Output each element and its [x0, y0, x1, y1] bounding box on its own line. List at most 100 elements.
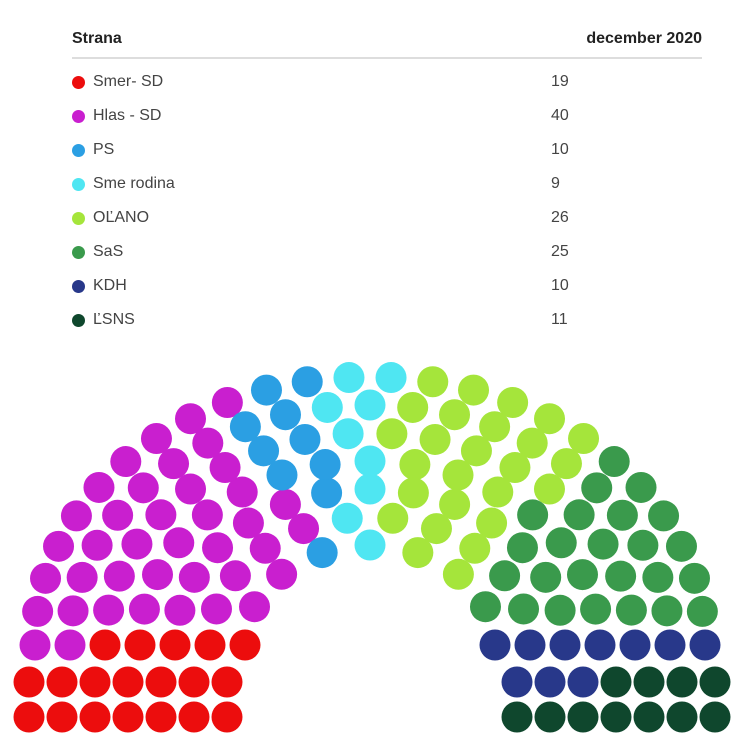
seat-ps — [250, 374, 282, 406]
seat-sme-rodina — [331, 502, 363, 534]
table-row: Sme rodina 9 — [72, 167, 702, 201]
seat-hlas-sd — [202, 532, 234, 564]
seat-count: 25 — [551, 243, 569, 260]
seat-o-ano — [550, 448, 582, 480]
seat--sns — [501, 701, 533, 733]
seat-hlas-sd — [102, 499, 134, 531]
seat-smer-sd — [229, 629, 261, 661]
seat-hlas-sd — [103, 560, 135, 592]
seat-sas — [566, 559, 598, 591]
seat-smer-sd — [89, 629, 121, 661]
seat-sas — [651, 595, 683, 627]
seat-sas — [627, 529, 659, 561]
seat-hlas-sd — [191, 499, 223, 531]
seat-sas — [581, 472, 613, 504]
seat-hlas-sd — [19, 629, 51, 661]
seat-ps — [311, 477, 343, 509]
seat-o-ano — [476, 507, 508, 539]
seat-sas — [642, 561, 674, 593]
seat-count: 11 — [551, 311, 568, 328]
seat-o-ano — [533, 473, 565, 505]
seat--sns — [633, 666, 665, 698]
seat-sme-rodina — [354, 529, 386, 561]
party-color-dot — [72, 279, 85, 293]
seat-sas — [678, 562, 710, 594]
seat-hlas-sd — [43, 530, 75, 562]
seat-smer-sd — [194, 629, 226, 661]
seat-hlas-sd — [266, 558, 298, 590]
seat--sns — [633, 701, 665, 733]
table-row: PS 10 — [72, 133, 702, 167]
seat-hlas-sd — [269, 488, 301, 520]
seat-hlas-sd — [200, 593, 232, 625]
seat-o-ano — [460, 435, 492, 467]
seat-sas — [587, 528, 619, 560]
seat-sas — [508, 593, 540, 625]
seat-sas — [686, 595, 718, 627]
seat-count: 10 — [551, 141, 569, 158]
seat-sas — [625, 471, 657, 503]
party-name: SaS — [93, 243, 124, 260]
seat-smer-sd — [79, 666, 111, 698]
seat-hlas-sd — [226, 476, 258, 508]
seat-smer-sd — [13, 701, 45, 733]
seat-hlas-sd — [110, 446, 142, 478]
seat-hlas-sd — [54, 629, 86, 661]
seat-hlas-sd — [175, 473, 207, 505]
seat-sas — [580, 593, 612, 625]
seat-hlas-sd — [209, 452, 241, 484]
seat-ps — [229, 411, 261, 443]
seat--sns — [600, 701, 632, 733]
seat-sas — [606, 499, 638, 531]
seat--sns — [666, 666, 698, 698]
party-name: OĽANO — [93, 209, 150, 226]
seat-o-ano — [439, 488, 471, 520]
seat-smer-sd — [46, 666, 78, 698]
seat-smer-sd — [211, 701, 243, 733]
seat-hlas-sd — [211, 387, 243, 419]
party-color-dot — [72, 143, 85, 157]
table-header: Strana december 2020 — [72, 30, 702, 59]
seat-sas — [469, 591, 501, 623]
seat-o-ano — [479, 411, 511, 443]
seat--sns — [699, 701, 731, 733]
legend-table: Strana december 2020 Smer- SD 19 Hlas - … — [72, 30, 702, 337]
seat-hlas-sd — [22, 595, 54, 627]
party-name: PS — [93, 141, 115, 158]
seat-smer-sd — [79, 701, 111, 733]
seat-count: 40 — [551, 107, 569, 124]
party-name: KDH — [93, 277, 127, 294]
table-row: KDH 10 — [72, 269, 702, 303]
seat-o-ano — [397, 391, 429, 423]
seat-sme-rodina — [354, 445, 386, 477]
seat-o-ano — [516, 427, 548, 459]
seat-ps — [289, 423, 321, 455]
seat-hlas-sd — [158, 448, 190, 480]
party-name: Sme rodina — [93, 175, 175, 192]
party-color-dot — [72, 177, 85, 191]
seat-o-ano — [399, 449, 431, 481]
seat-o-ano — [419, 423, 451, 455]
seat-hlas-sd — [30, 562, 62, 594]
seat-smer-sd — [145, 666, 177, 698]
party-name: Hlas - SD — [93, 107, 162, 124]
seat-sas — [506, 532, 538, 564]
seat-hlas-sd — [178, 561, 210, 593]
seat-hlas-sd — [249, 532, 281, 564]
seat-o-ano — [417, 366, 449, 398]
seat-smer-sd — [46, 701, 78, 733]
seat-count: 26 — [551, 209, 569, 226]
seat-kdh — [619, 629, 651, 661]
seat-ps — [309, 449, 341, 481]
seat-sas — [648, 500, 680, 532]
seat-o-ano — [442, 459, 474, 491]
party-color-dot — [72, 109, 85, 123]
seat-kdh — [549, 629, 581, 661]
seat-kdh — [689, 629, 721, 661]
seat-smer-sd — [124, 629, 156, 661]
seat-sas — [665, 530, 697, 562]
seat-hlas-sd — [140, 423, 172, 455]
seat-hlas-sd — [81, 529, 113, 561]
seat-kdh — [584, 629, 616, 661]
